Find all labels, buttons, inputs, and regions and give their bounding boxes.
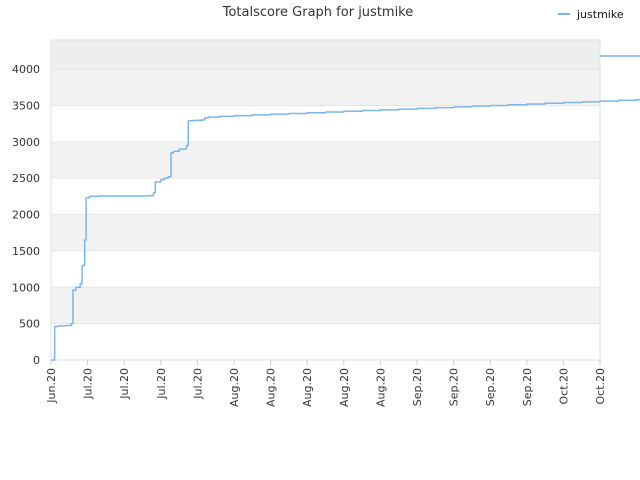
- plot-band: [51, 250, 600, 288]
- x-tick-label: Aug.20: [374, 368, 387, 407]
- chart-title: Totalscore Graph for justmike: [222, 5, 414, 20]
- plot-band: [51, 69, 600, 106]
- x-tick-label: Aug.20: [228, 368, 241, 407]
- y-tick-label: 1000: [12, 281, 40, 294]
- y-tick-label: 0: [33, 354, 40, 367]
- x-tick-label: Aug.20: [301, 368, 314, 407]
- x-tick-label: Aug.20: [338, 368, 351, 407]
- plot-band: [51, 40, 600, 70]
- x-tick-label: Sep.20: [484, 368, 497, 406]
- plot-band: [51, 214, 600, 251]
- plot-bands: [51, 40, 600, 360]
- series-layer: [51, 55, 640, 361]
- x-tick-label: Jun.20: [45, 368, 58, 404]
- y-tick-label: 3000: [12, 136, 40, 149]
- x-tick-label: Sep.20: [521, 368, 534, 406]
- series-line-justmike: [51, 55, 640, 361]
- x-axis: Jun.20 Jul.20 Jul.20 Jul.20 Jul.20 Aug.20 Aug.…: [45, 360, 607, 407]
- legend[interactable]: justmike: [558, 8, 624, 21]
- legend-label-justmike[interactable]: justmike: [576, 8, 624, 21]
- y-tick-label: 2000: [12, 209, 40, 222]
- y-axis: 0 500 1000 1500 2000 2500 3000 3500 4000: [12, 63, 40, 367]
- plot-band: [51, 287, 600, 324]
- y-tick-label: 4000: [12, 63, 40, 76]
- y-tick-label: 500: [19, 318, 40, 331]
- x-tick-label: Jul.20: [82, 368, 95, 400]
- plot-band: [51, 323, 600, 360]
- y-tick-label: 3500: [12, 99, 40, 112]
- plot-band: [51, 141, 600, 179]
- x-tick-label: Sep.20: [448, 368, 461, 406]
- y-tick-label: 2500: [12, 172, 40, 185]
- x-tick-label: Oct.20: [557, 368, 570, 405]
- y-tick-label: 1500: [12, 245, 40, 258]
- plot-area: [50, 39, 601, 361]
- x-tick-label: Jul.20: [155, 368, 168, 400]
- x-tick-label: Sep.20: [411, 368, 424, 406]
- x-tick-label: Aug.20: [265, 368, 278, 407]
- x-tick-label: Oct.20: [594, 368, 607, 405]
- plot-band: [51, 105, 600, 142]
- x-tick-label: Jul.20: [191, 368, 204, 400]
- x-tick-label: Jul.20: [118, 368, 131, 400]
